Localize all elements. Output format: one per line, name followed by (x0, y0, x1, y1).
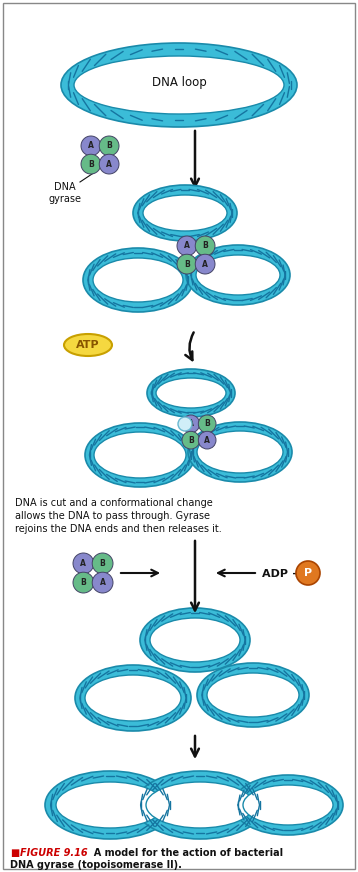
Ellipse shape (243, 785, 333, 825)
Circle shape (182, 415, 200, 433)
Text: A: A (202, 260, 208, 269)
Text: B: B (202, 242, 208, 250)
Ellipse shape (188, 422, 292, 482)
Circle shape (195, 255, 215, 274)
Circle shape (73, 553, 94, 574)
Text: A: A (88, 141, 94, 150)
Ellipse shape (133, 185, 237, 241)
Ellipse shape (140, 608, 250, 672)
Text: DNA is cut and a conformational change: DNA is cut and a conformational change (15, 498, 213, 508)
Ellipse shape (135, 771, 265, 839)
Text: A: A (204, 436, 210, 445)
Ellipse shape (75, 665, 191, 731)
Text: DNA loop: DNA loop (152, 76, 206, 88)
Text: rejoins the DNA ends and then releases it.: rejoins the DNA ends and then releases i… (15, 524, 222, 534)
Text: B: B (88, 160, 94, 168)
Text: B: B (106, 141, 112, 150)
Ellipse shape (147, 369, 235, 417)
Text: ATP: ATP (76, 340, 100, 350)
Circle shape (99, 136, 119, 156)
Circle shape (177, 255, 197, 274)
Text: A: A (188, 419, 194, 428)
Circle shape (81, 154, 101, 174)
Text: A: A (100, 578, 106, 587)
Circle shape (182, 432, 200, 449)
Text: B: B (184, 260, 190, 269)
Ellipse shape (197, 663, 309, 727)
Ellipse shape (45, 771, 175, 839)
Circle shape (92, 553, 113, 574)
Ellipse shape (207, 673, 299, 717)
Circle shape (198, 415, 216, 433)
Ellipse shape (150, 618, 240, 662)
Circle shape (178, 417, 192, 431)
Text: A: A (184, 242, 190, 250)
Circle shape (177, 236, 197, 255)
Circle shape (195, 236, 215, 255)
Text: ADP +: ADP + (262, 569, 305, 579)
Ellipse shape (156, 378, 226, 408)
Ellipse shape (85, 675, 181, 721)
Ellipse shape (64, 334, 112, 356)
Circle shape (92, 572, 113, 593)
Text: ■: ■ (10, 848, 19, 858)
Ellipse shape (94, 432, 186, 478)
Text: A model for the action of bacterial: A model for the action of bacterial (87, 848, 283, 858)
Ellipse shape (93, 258, 183, 302)
Ellipse shape (56, 782, 164, 828)
Ellipse shape (196, 255, 280, 295)
Ellipse shape (143, 195, 227, 231)
Text: DNA gyrase (topoisomerase II).: DNA gyrase (topoisomerase II). (10, 860, 182, 870)
Ellipse shape (61, 43, 297, 127)
Text: A: A (106, 160, 112, 168)
Text: B: B (188, 436, 194, 445)
Circle shape (81, 136, 101, 156)
Ellipse shape (146, 782, 254, 828)
Circle shape (99, 154, 119, 174)
Text: DNA
gyrase: DNA gyrase (48, 182, 82, 203)
Text: B: B (81, 578, 86, 587)
Ellipse shape (83, 248, 193, 312)
Text: A: A (81, 559, 86, 568)
Ellipse shape (186, 245, 290, 305)
Circle shape (73, 572, 94, 593)
Circle shape (198, 432, 216, 449)
Ellipse shape (197, 431, 283, 473)
Text: B: B (100, 559, 106, 568)
Ellipse shape (233, 775, 343, 835)
Circle shape (296, 561, 320, 585)
Text: FIGURE 9.16: FIGURE 9.16 (20, 848, 88, 858)
Text: P: P (304, 568, 312, 578)
Ellipse shape (85, 423, 195, 487)
Ellipse shape (74, 56, 284, 114)
Text: B: B (204, 419, 210, 428)
Text: allows the DNA to pass through. Gyrase: allows the DNA to pass through. Gyrase (15, 511, 210, 521)
